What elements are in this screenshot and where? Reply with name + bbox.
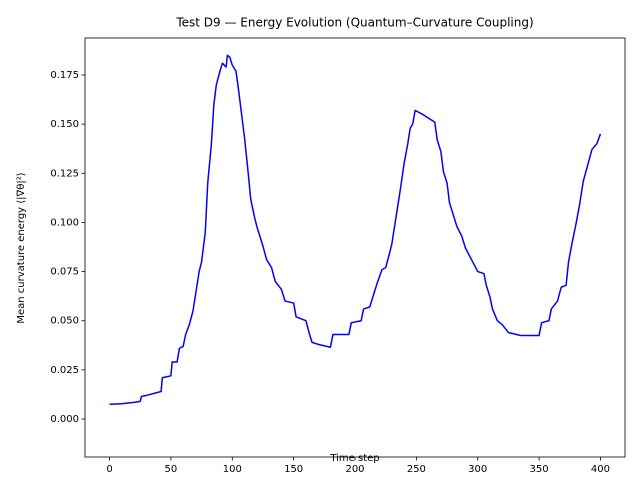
chart-title: Test D9 — Energy Evolution (Quantum–Curv… <box>175 16 533 30</box>
data-line <box>109 54 602 406</box>
y-tick-label: 0.000 <box>50 414 79 425</box>
axes-frame <box>84 37 626 458</box>
x-tick-label: 50 <box>165 464 178 475</box>
x-tick-label: 0 <box>106 464 112 475</box>
x-tick-label: 150 <box>284 464 303 475</box>
y-tick-label: 0.075 <box>50 267 79 278</box>
x-axis-label: Time step <box>329 453 379 464</box>
x-tick-label: 350 <box>530 464 549 475</box>
y-tick-label: 0.175 <box>50 70 79 81</box>
y-axis-label: Mean curvature energy ⟨|∇θ|²⟩ <box>16 172 27 323</box>
x-tick-label: 100 <box>223 464 242 475</box>
y-tick-label: 0.100 <box>50 217 79 228</box>
y-tick-label: 0.025 <box>50 365 79 376</box>
x-tick-label: 250 <box>407 464 426 475</box>
x-tick-label: 200 <box>345 464 364 475</box>
x-tick-label: 300 <box>468 464 487 475</box>
y-tick-label: 0.050 <box>50 316 79 327</box>
y-tick-label: 0.125 <box>50 168 79 179</box>
y-tick-label: 0.150 <box>50 119 79 130</box>
x-tick-label: 400 <box>591 464 610 475</box>
